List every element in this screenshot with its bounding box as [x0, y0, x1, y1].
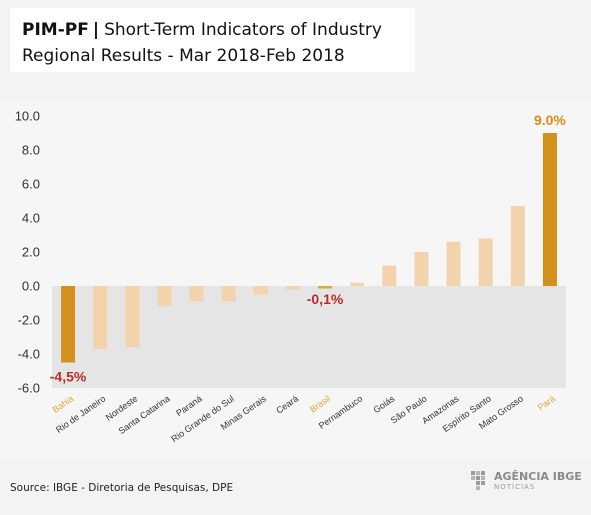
source-note: Source: IBGE - Diretoria de Pesquisas, D…	[10, 482, 234, 494]
bar-amazonas	[446, 241, 461, 286]
x-tick-label: Bahia	[51, 393, 76, 414]
chart-title-line-1: PIM-PF | Short-Term Indicators of Industry	[22, 20, 382, 40]
bar-rio-grande-do-sul	[221, 286, 236, 302]
x-tick-label: Goiás	[371, 393, 396, 415]
y-tick-label: 4.0	[22, 211, 40, 226]
bar-chart: 10.08.06.04.02.00.0-2.0-4.0-6.0BahiaRio …	[15, 109, 567, 445]
title-text-1: Short-Term Indicators of Industry	[104, 20, 382, 40]
title-box: PIM-PF | Short-Term Indicators of Industry…	[10, 8, 415, 72]
bar-nordeste	[125, 286, 140, 348]
bar-esp-rito-santo	[478, 238, 493, 286]
bar-brasil	[318, 286, 333, 289]
y-tick-label: 10.0	[15, 109, 40, 124]
chart-panel: 10.0 8.0 6.0 4.0 2.0 0.0 -2.0 -4.0 -6.0 Bahia Rio …	[0, 100, 591, 460]
bar-mato-grosso	[510, 206, 525, 286]
y-tick-label: -2.0	[18, 313, 40, 328]
y-tick-label: -6.0	[18, 381, 40, 396]
agencia-ibge-logo: AGÊNCIA IBGE NOTÍCIAS	[470, 468, 582, 494]
logo-text: AGÊNCIA IBGE	[494, 470, 582, 483]
title-tag: PIM-PF	[22, 20, 89, 40]
data-label: -0,1%	[307, 291, 344, 307]
bar-cear-	[285, 286, 300, 290]
bar-rio-de-janeiro	[93, 286, 108, 349]
bar-par-	[542, 133, 557, 286]
logo-subtext: NOTÍCIAS	[494, 483, 536, 491]
title-separator: |	[92, 20, 100, 40]
bar-s-o-paulo	[414, 252, 429, 286]
y-tick-label: 6.0	[22, 177, 40, 192]
bar-bahia	[61, 286, 76, 363]
x-tick-label: Brasil	[308, 393, 332, 414]
y-tick-label: 8.0	[22, 143, 40, 158]
x-tick-label: Pará	[536, 393, 557, 412]
bar-paran-	[189, 286, 204, 302]
bar-minas-gerais	[253, 286, 268, 295]
y-tick-label: -4.0	[18, 347, 40, 362]
data-label: -4,5%	[50, 369, 87, 385]
x-tick-label: Ceará	[274, 393, 300, 415]
bar-goi-s	[382, 265, 397, 286]
y-tick-label: 2.0	[22, 245, 40, 260]
ibge-logo-icon	[471, 471, 485, 490]
chart-title-line-2: Regional Results - Mar 2018-Feb 2018	[22, 46, 345, 66]
bar-santa-catarina	[157, 286, 172, 307]
bar-pernambuco	[350, 282, 365, 286]
data-label: 9.0%	[534, 112, 566, 128]
y-tick-label: 0.0	[22, 279, 40, 294]
